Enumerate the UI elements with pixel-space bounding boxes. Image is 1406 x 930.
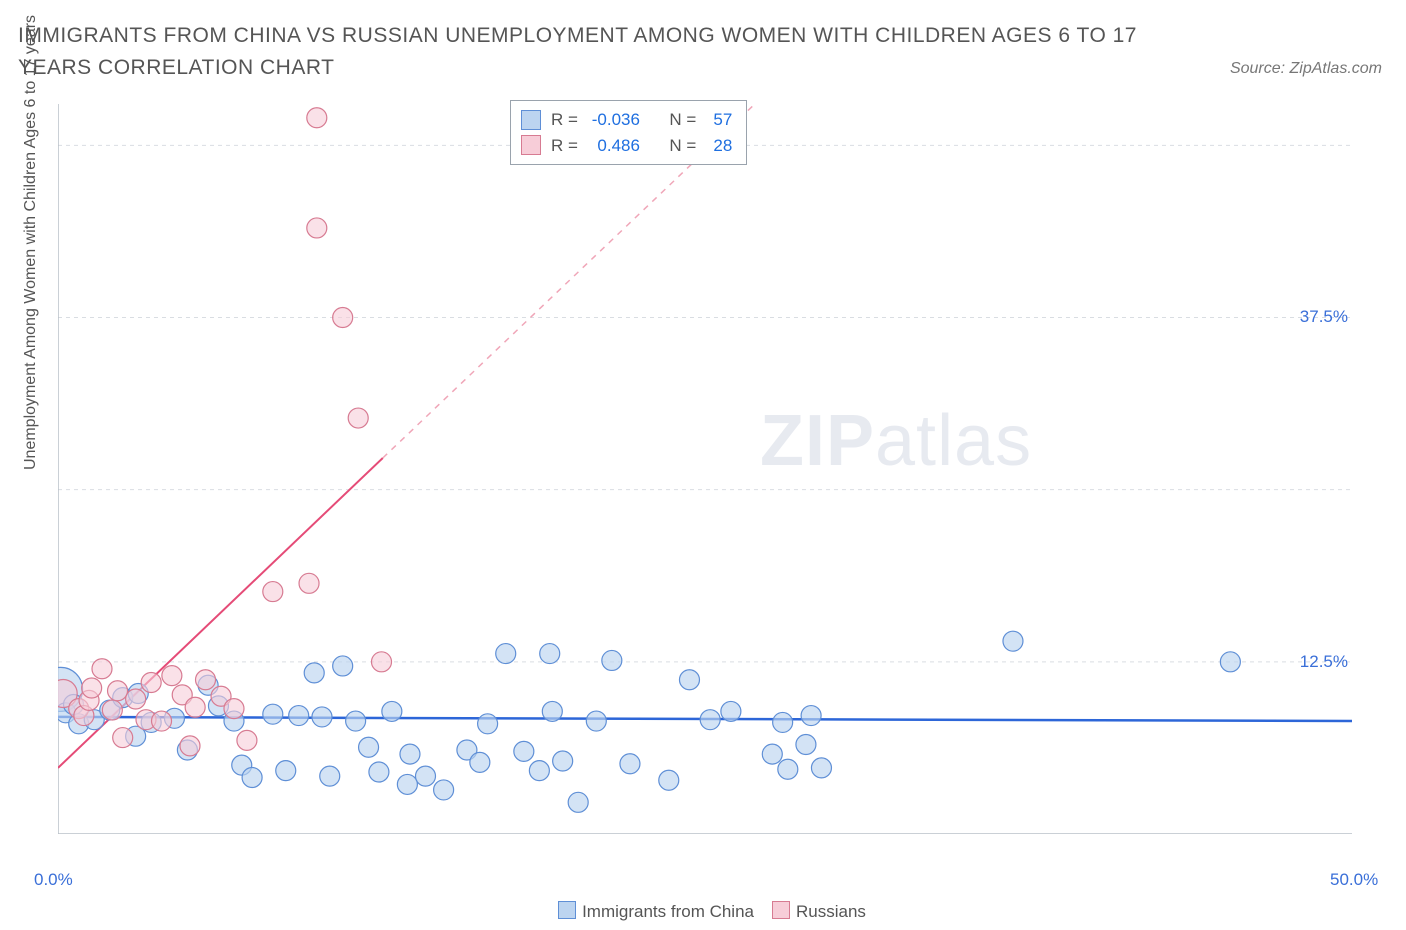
r-value: 0.486: [588, 133, 640, 159]
n-value: 57: [706, 107, 732, 133]
source-label: Source: ZipAtlas.com: [1230, 60, 1382, 78]
x-tick-label: 0.0%: [34, 870, 73, 890]
x-axis-legend: Immigrants from China Russians: [0, 901, 1406, 922]
legend-swatch: [772, 901, 790, 919]
n-value: 28: [706, 133, 732, 159]
x-tick-label: 50.0%: [1330, 870, 1378, 890]
stats-swatch: [521, 110, 541, 130]
legend-label: Immigrants from China: [582, 902, 754, 921]
y-tick-label: 37.5%: [1300, 307, 1348, 327]
y-tick-label: 12.5%: [1300, 652, 1348, 672]
chart-title: IMMIGRANTS FROM CHINA VS RUSSIAN UNEMPLO…: [18, 20, 1138, 83]
legend-label: Russians: [796, 902, 866, 921]
chart-container: IMMIGRANTS FROM CHINA VS RUSSIAN UNEMPLO…: [0, 0, 1406, 930]
stats-swatch: [521, 135, 541, 155]
r-value: -0.036: [588, 107, 640, 133]
scatter-plot: [58, 104, 1352, 834]
stats-row: R =0.486 N =28: [521, 133, 732, 159]
stats-row: R =-0.036 N =57: [521, 107, 732, 133]
stats-legend-box: R =-0.036 N =57R =0.486 N =28: [510, 100, 747, 165]
legend-swatch: [558, 901, 576, 919]
y-axis-label: Unemployment Among Women with Children A…: [22, 15, 40, 470]
